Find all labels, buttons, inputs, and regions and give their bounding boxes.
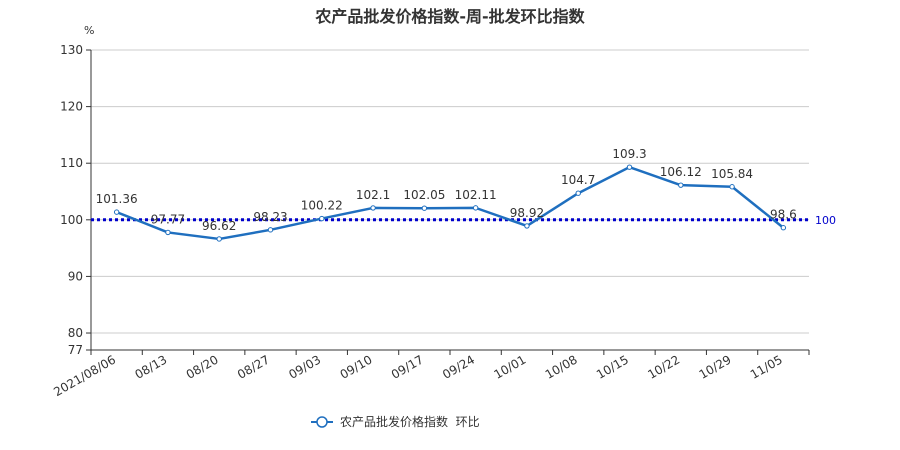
x-tick-label: 11/05 — [748, 352, 785, 381]
data-label: 109.3 — [612, 147, 646, 161]
data-label: 98.92 — [510, 206, 544, 220]
grid-lines — [91, 49, 809, 334]
x-tick-label: 09/17 — [389, 352, 426, 381]
data-label: 96.62 — [202, 219, 236, 233]
data-point — [472, 205, 479, 211]
reference-line-label: 100 — [815, 214, 836, 227]
y-axis-unit: % — [84, 24, 94, 37]
data-label: 100.22 — [301, 199, 343, 213]
data-label: 101.36 — [96, 192, 138, 206]
data-label: 102.05 — [403, 188, 445, 202]
data-label: 97.77 — [151, 212, 185, 226]
x-tick-label: 08/20 — [184, 352, 221, 381]
data-label: 105.84 — [711, 167, 753, 181]
x-tick-label: 08/27 — [235, 352, 272, 381]
x-tick-label: 09/24 — [440, 352, 477, 381]
data-point — [370, 205, 376, 211]
x-tick-label: 10/01 — [491, 352, 528, 381]
x-tick-label: 10/08 — [543, 352, 580, 381]
data-point — [165, 229, 171, 236]
data-point — [524, 223, 530, 229]
data-label: 104.7 — [561, 173, 595, 187]
data-point — [319, 215, 325, 222]
y-tick-label: 110 — [60, 156, 83, 170]
y-tick-label: 80 — [68, 326, 83, 340]
data-point — [421, 205, 428, 211]
series-line — [116, 165, 785, 241]
x-tick-label: 2021/08/06 — [51, 352, 118, 399]
data-point — [729, 184, 735, 190]
legend[interactable]: 农产品批发价格指数 环比 — [311, 414, 480, 429]
y-tick-label: 100 — [60, 213, 83, 227]
y-tick-label: 120 — [60, 100, 83, 114]
chart-title: 农产品批发价格指数-周-批发环比指数 — [314, 7, 585, 26]
legend-label: 农产品批发价格指数 环比 — [340, 414, 480, 429]
legend-circle-symbol — [316, 416, 328, 428]
x-tick-label: 10/15 — [594, 352, 631, 381]
reference-line: 100 — [91, 214, 836, 227]
data-point — [678, 182, 684, 188]
data-point — [267, 227, 274, 233]
data-point — [216, 236, 222, 242]
x-tick-label: 10/29 — [697, 352, 734, 381]
x-tick-label: 09/03 — [286, 352, 323, 381]
series — [113, 164, 787, 242]
x-tick-label: 08/13 — [132, 352, 169, 381]
data-label: 106.12 — [660, 165, 702, 179]
data-labels: 101.36 97.77 96.62 98.23 100.22 102.1 102.05 10… — [96, 147, 797, 233]
data-label: 98.23 — [253, 210, 287, 224]
x-axis: 2021/08/06 08/13 08/20 08/27 09/03 09/10 09/17… — [51, 349, 810, 399]
y-tick-label: 90 — [68, 269, 83, 283]
y-tick-label: 77 — [68, 343, 83, 357]
data-label: 98.6 — [770, 208, 797, 222]
y-tick-label: 130 — [60, 43, 83, 57]
data-point — [575, 190, 581, 196]
data-point — [113, 209, 120, 215]
x-tick-label: 10/22 — [645, 352, 682, 381]
x-tick-label: 09/10 — [338, 352, 375, 381]
y-axis: 77 80 90 100 110 120 130 — [60, 43, 92, 357]
data-label: 102.1 — [356, 188, 390, 202]
data-point — [780, 225, 787, 231]
data-point — [626, 164, 633, 170]
data-label: 102.11 — [455, 188, 497, 202]
